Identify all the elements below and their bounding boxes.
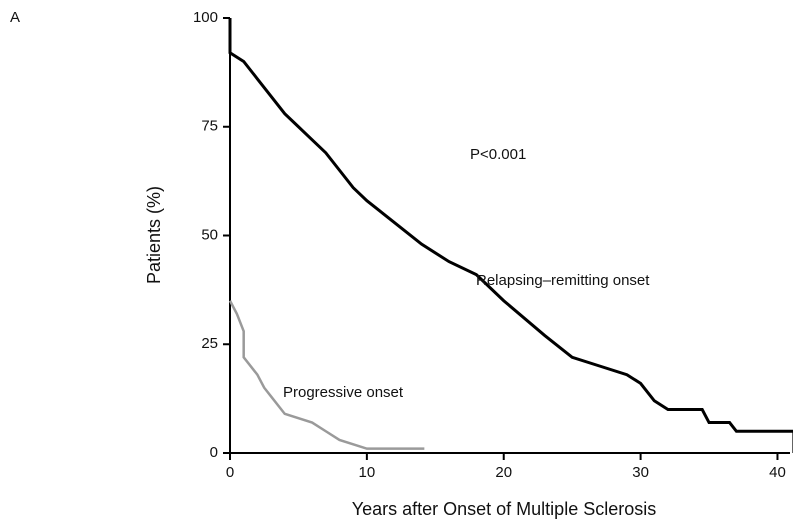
series-line <box>228 300 425 450</box>
y-tick-label: 75 <box>201 118 218 135</box>
x-tick-label: 10 <box>359 464 376 481</box>
y-tick-label: 25 <box>201 335 218 352</box>
y-tick-label: 50 <box>201 226 218 243</box>
x-tick-label: 30 <box>632 464 649 481</box>
x-tick-label: 20 <box>495 464 512 481</box>
series-line <box>228 18 793 453</box>
x-axis-label: Years after Onset of Multiple Sclerosis <box>352 499 656 519</box>
x-tick-label: 40 <box>769 464 786 481</box>
annotation: P<0.001 <box>470 146 526 163</box>
panel-label: A <box>10 9 20 26</box>
y-axis-label: Patients (%) <box>144 186 164 284</box>
annotation: Progressive onset <box>283 384 404 401</box>
y-tick-label: 100 <box>193 9 218 26</box>
annotation: Relapsing–remitting onset <box>476 272 650 289</box>
x-tick-label: 0 <box>226 464 234 481</box>
y-tick-label: 0 <box>210 444 218 461</box>
